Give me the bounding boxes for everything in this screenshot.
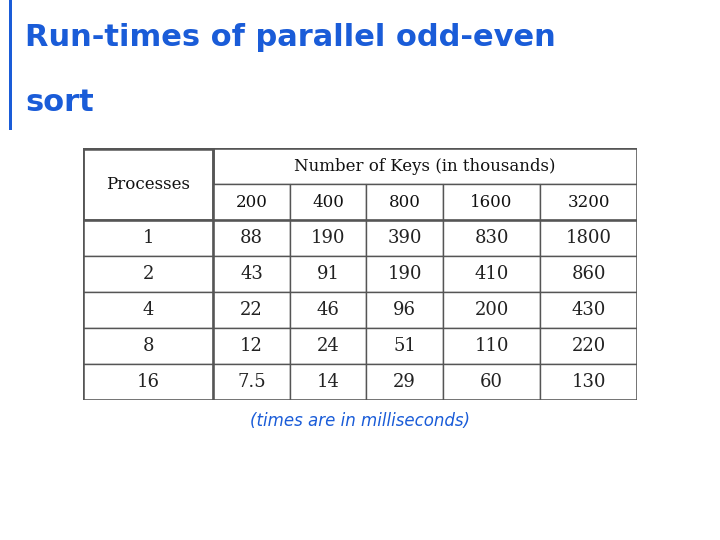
Bar bbox=[83, 184, 213, 220]
Bar bbox=[213, 328, 289, 364]
Bar bbox=[213, 364, 289, 400]
Text: 860: 860 bbox=[572, 265, 606, 283]
Text: MORGAN KAUFMANN: MORGAN KAUFMANN bbox=[18, 521, 84, 525]
Bar bbox=[83, 328, 213, 364]
Text: 190: 190 bbox=[311, 229, 346, 247]
Text: 7.5: 7.5 bbox=[237, 373, 266, 390]
Text: 430: 430 bbox=[572, 301, 606, 319]
Bar bbox=[366, 184, 443, 220]
Text: 16: 16 bbox=[137, 373, 160, 390]
Text: 45: 45 bbox=[681, 500, 698, 513]
Text: 60: 60 bbox=[480, 373, 503, 390]
Bar bbox=[83, 148, 213, 184]
Bar bbox=[540, 256, 637, 292]
Text: 3200: 3200 bbox=[567, 194, 610, 211]
Text: 96: 96 bbox=[393, 301, 416, 319]
Text: 24: 24 bbox=[317, 337, 339, 355]
Bar bbox=[443, 220, 540, 256]
Text: 4: 4 bbox=[143, 301, 153, 319]
Bar bbox=[366, 364, 443, 400]
Text: 190: 190 bbox=[387, 265, 422, 283]
Bar bbox=[540, 292, 637, 328]
Text: 29: 29 bbox=[393, 373, 416, 390]
Bar bbox=[83, 220, 213, 256]
Bar bbox=[213, 148, 637, 184]
Bar bbox=[540, 364, 637, 400]
Text: 2: 2 bbox=[143, 265, 153, 283]
Bar bbox=[289, 364, 366, 400]
Text: 110: 110 bbox=[474, 337, 509, 355]
Bar bbox=[443, 256, 540, 292]
Bar bbox=[83, 256, 213, 292]
Bar bbox=[443, 364, 540, 400]
Bar bbox=[366, 328, 443, 364]
Text: 200: 200 bbox=[474, 301, 509, 319]
Text: 8: 8 bbox=[143, 337, 154, 355]
Bar bbox=[289, 184, 366, 220]
Bar bbox=[83, 292, 213, 328]
Bar bbox=[289, 220, 366, 256]
Bar bbox=[366, 220, 443, 256]
Bar bbox=[443, 292, 540, 328]
Text: 1600: 1600 bbox=[470, 194, 513, 211]
Bar bbox=[289, 256, 366, 292]
Text: 91: 91 bbox=[317, 265, 340, 283]
Text: 400: 400 bbox=[312, 194, 344, 211]
Text: 1: 1 bbox=[143, 229, 154, 247]
Text: sort: sort bbox=[25, 88, 94, 117]
Bar bbox=[213, 220, 289, 256]
Bar bbox=[213, 184, 289, 220]
Bar bbox=[9, 0, 12, 130]
Bar bbox=[443, 184, 540, 220]
Bar bbox=[83, 364, 213, 400]
Bar bbox=[366, 292, 443, 328]
Text: 46: 46 bbox=[317, 301, 340, 319]
Bar bbox=[540, 220, 637, 256]
Bar bbox=[289, 328, 366, 364]
Text: 1800: 1800 bbox=[566, 229, 612, 247]
Text: 220: 220 bbox=[572, 337, 606, 355]
Text: 88: 88 bbox=[240, 229, 263, 247]
Text: 200: 200 bbox=[235, 194, 267, 211]
Text: 830: 830 bbox=[474, 229, 509, 247]
Bar bbox=[83, 148, 213, 220]
Text: MK: MK bbox=[18, 489, 50, 507]
Text: Copyright © 2010, Elsevier Inc. All rights Reserved: Copyright © 2010, Elsevier Inc. All righ… bbox=[200, 500, 520, 513]
Bar bbox=[540, 328, 637, 364]
Bar bbox=[213, 256, 289, 292]
Text: Run-times of parallel odd-even: Run-times of parallel odd-even bbox=[25, 23, 556, 52]
Bar bbox=[443, 328, 540, 364]
Bar bbox=[540, 184, 637, 220]
Bar bbox=[366, 256, 443, 292]
Text: 390: 390 bbox=[387, 229, 422, 247]
Bar bbox=[289, 292, 366, 328]
Text: 22: 22 bbox=[240, 301, 263, 319]
Text: 800: 800 bbox=[389, 194, 420, 211]
Text: 51: 51 bbox=[393, 337, 416, 355]
Text: (times are in milliseconds): (times are in milliseconds) bbox=[250, 412, 470, 430]
Text: 12: 12 bbox=[240, 337, 263, 355]
Text: Number of Keys (in thousands): Number of Keys (in thousands) bbox=[294, 158, 556, 175]
Bar bbox=[213, 292, 289, 328]
Text: 43: 43 bbox=[240, 265, 263, 283]
Text: 14: 14 bbox=[317, 373, 340, 390]
Text: Processes: Processes bbox=[106, 176, 190, 193]
Text: 410: 410 bbox=[474, 265, 509, 283]
Text: 130: 130 bbox=[572, 373, 606, 390]
